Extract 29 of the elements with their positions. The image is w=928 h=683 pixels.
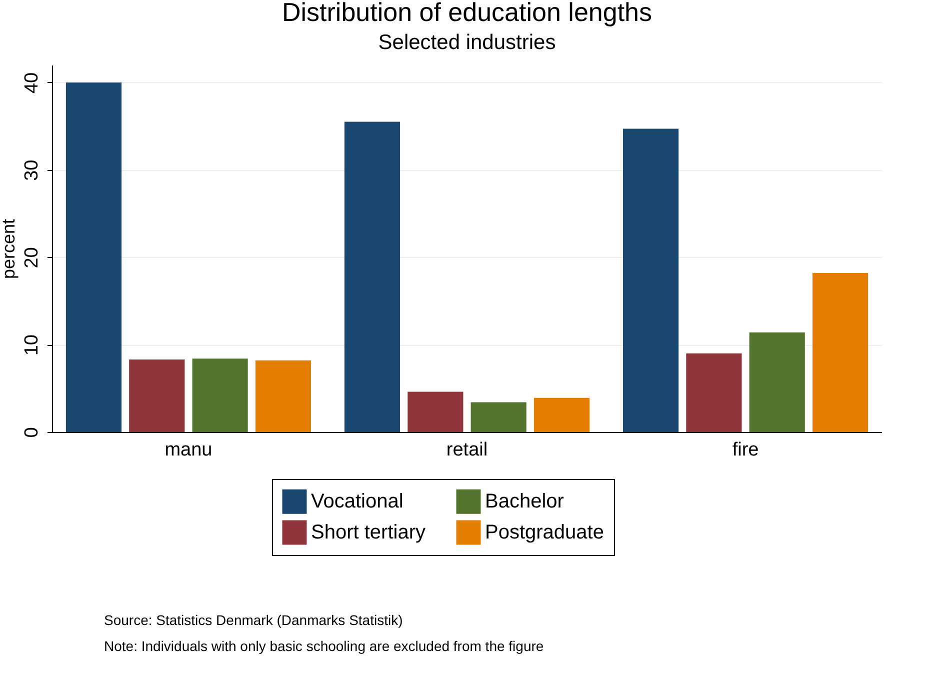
bar bbox=[470, 402, 526, 432]
bar bbox=[686, 353, 742, 432]
bar bbox=[408, 392, 464, 432]
y-tick-label: 20 bbox=[22, 247, 42, 268]
bar bbox=[344, 122, 400, 432]
bar bbox=[192, 358, 248, 432]
bar bbox=[255, 360, 312, 432]
legend-label: Bachelor bbox=[485, 490, 564, 513]
legend-label: Postgraduate bbox=[485, 522, 604, 544]
chart-subtitle: Selected industries bbox=[378, 31, 556, 54]
x-tick-label: manu bbox=[164, 440, 212, 460]
bar bbox=[534, 398, 590, 432]
x-tick-label: retail bbox=[446, 440, 488, 460]
bar bbox=[622, 128, 679, 432]
bar bbox=[749, 332, 805, 432]
bar bbox=[812, 272, 868, 432]
chart-title: Distribution of education lengths bbox=[282, 0, 652, 27]
bar bbox=[66, 82, 122, 432]
source-note: Source: Statistics Denmark (Danmarks Statistik) bbox=[104, 612, 404, 630]
text: Note: Individuals with only basic schooling are excluded from the figure bbox=[104, 638, 544, 656]
y-tick-label: 40 bbox=[22, 72, 42, 94]
y-tick-label: 10 bbox=[22, 334, 42, 356]
y-axis-title: percent bbox=[0, 218, 18, 280]
legend-label: Short tertiary bbox=[311, 522, 426, 544]
y-tick-label: 0 bbox=[22, 427, 42, 438]
y-tick-label: 30 bbox=[22, 160, 42, 181]
legend-label: Vocational bbox=[311, 490, 404, 513]
x-tick-label: fire bbox=[732, 440, 759, 460]
bar bbox=[129, 359, 185, 432]
